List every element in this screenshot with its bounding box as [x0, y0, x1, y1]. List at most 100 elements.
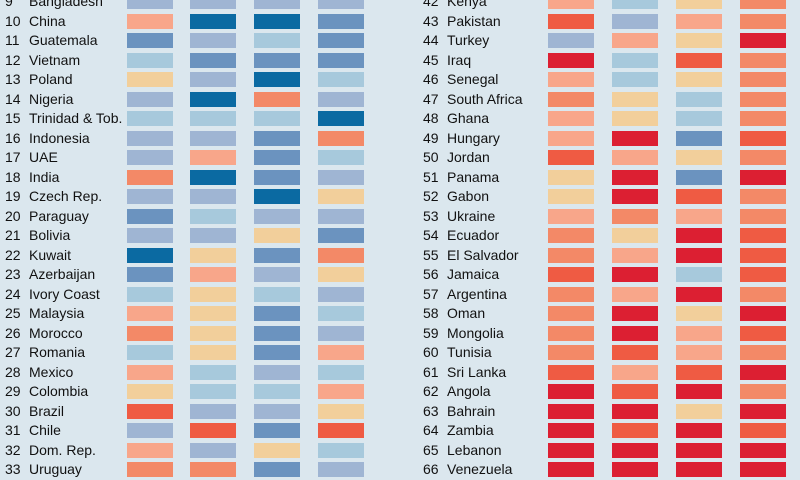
- rank-label: 31: [5, 422, 21, 438]
- heat-cell: [127, 130, 173, 146]
- country-label: Romania: [29, 344, 86, 360]
- heat-cell: [676, 384, 722, 399]
- rank-label: 18: [5, 168, 21, 185]
- table-row: 53 Ukraine: [0, 207, 800, 227]
- heat-cell: [548, 111, 594, 126]
- heat-cell: [740, 442, 786, 458]
- heat-cell: [318, 325, 364, 341]
- heat-cell: [190, 33, 236, 48]
- rank-label: 21: [5, 227, 21, 243]
- heat-cell: [254, 247, 300, 263]
- country-label: Ivory Coast: [29, 285, 100, 302]
- heat-cell: [612, 345, 658, 360]
- country-label: Mongolia: [447, 324, 504, 341]
- heat-cell: [740, 325, 786, 341]
- heat-cell: [190, 286, 236, 302]
- heat-cell: [318, 150, 364, 165]
- rank-label: 28: [5, 363, 21, 380]
- table-row: 22 Kuwait: [0, 246, 800, 266]
- rank-label: 63: [423, 402, 439, 419]
- country-label: El Salvador: [447, 246, 519, 263]
- rank-label: 61: [423, 363, 439, 380]
- table-row: 52 Gabon: [0, 187, 800, 207]
- country-label: Ghana: [447, 110, 490, 126]
- rank-label: 13: [5, 71, 21, 87]
- country-label: Lebanon: [447, 441, 502, 458]
- heat-cell: [676, 111, 722, 126]
- country-label: Mexico: [29, 363, 74, 380]
- table-row: 18 India: [0, 168, 800, 188]
- heat-cell: [318, 169, 364, 185]
- heat-cell: [127, 169, 173, 185]
- heat-cell: [548, 72, 594, 87]
- heat-cell: [548, 384, 594, 399]
- rank-label: 17: [5, 149, 21, 165]
- heat-cell: [190, 111, 236, 126]
- heat-cell: [548, 423, 594, 438]
- heat-cell: [612, 403, 658, 419]
- heat-cell: [548, 169, 594, 185]
- heat-cell: [676, 130, 722, 146]
- heat-cell: [190, 91, 236, 107]
- heat-cell: [740, 345, 786, 360]
- heat-cell: [548, 306, 594, 321]
- rank-label: 25: [5, 305, 21, 321]
- heat-cell: [318, 52, 364, 68]
- heat-cell: [190, 228, 236, 243]
- heat-cell: [740, 306, 786, 321]
- heat-cell: [612, 111, 658, 126]
- rank-label: 64: [423, 422, 439, 438]
- country-label: Jordan: [447, 149, 490, 165]
- country-label: Angola: [447, 383, 491, 399]
- country-label: Ecuador: [447, 227, 500, 243]
- country-label: Turkey: [447, 32, 490, 48]
- table-row: 48 Ghana: [0, 109, 800, 129]
- heat-cell: [127, 0, 173, 9]
- heat-cell: [127, 228, 173, 243]
- table-row: 20 Paraguay: [0, 207, 800, 227]
- heat-cell: [548, 267, 594, 282]
- heat-cell: [548, 228, 594, 243]
- table-row: 45 Iraq: [0, 51, 800, 71]
- rank-label: 55: [423, 246, 439, 263]
- heat-cell: [318, 247, 364, 263]
- heat-cell: [254, 91, 300, 107]
- heat-cell: [740, 150, 786, 165]
- rank-label: 33: [5, 461, 21, 477]
- rank-label: 65: [423, 441, 439, 458]
- country-label: Brazil: [29, 402, 65, 419]
- table-row: 16 Indonesia: [0, 129, 800, 149]
- heat-cell: [548, 33, 594, 48]
- rank-label: 11: [5, 32, 20, 48]
- heat-cell: [612, 130, 658, 146]
- heat-cell: [676, 91, 722, 107]
- heat-cell: [548, 442, 594, 458]
- rank-label: 58: [423, 305, 439, 321]
- heat-cell: [190, 345, 236, 360]
- country-label: Morocco: [29, 324, 83, 341]
- heat-cell: [676, 267, 722, 282]
- heat-cell: [548, 91, 594, 107]
- heat-cell: [190, 189, 236, 204]
- heat-cell: [190, 462, 236, 477]
- country-label: Dom. Rep.: [29, 441, 96, 458]
- heat-cell: [190, 247, 236, 263]
- country-label: India: [29, 168, 60, 185]
- heat-cell: [127, 286, 173, 302]
- heat-cell: [318, 13, 364, 29]
- table-row: 58 Oman: [0, 304, 800, 324]
- rank-label: 10: [5, 12, 21, 29]
- heat-cell: [254, 13, 300, 29]
- heat-cell: [254, 462, 300, 477]
- country-label: Argentina: [447, 285, 507, 302]
- heat-cell: [254, 0, 300, 9]
- heat-cell: [127, 442, 173, 458]
- rank-label: 66: [423, 461, 439, 477]
- table-row: 49 Hungary: [0, 129, 800, 149]
- rank-label: 62: [423, 383, 439, 399]
- heat-cell: [127, 150, 173, 165]
- heat-cell: [190, 150, 236, 165]
- heat-cell: [190, 52, 236, 68]
- country-label: Pakistan: [447, 12, 501, 29]
- heat-cell: [676, 13, 722, 29]
